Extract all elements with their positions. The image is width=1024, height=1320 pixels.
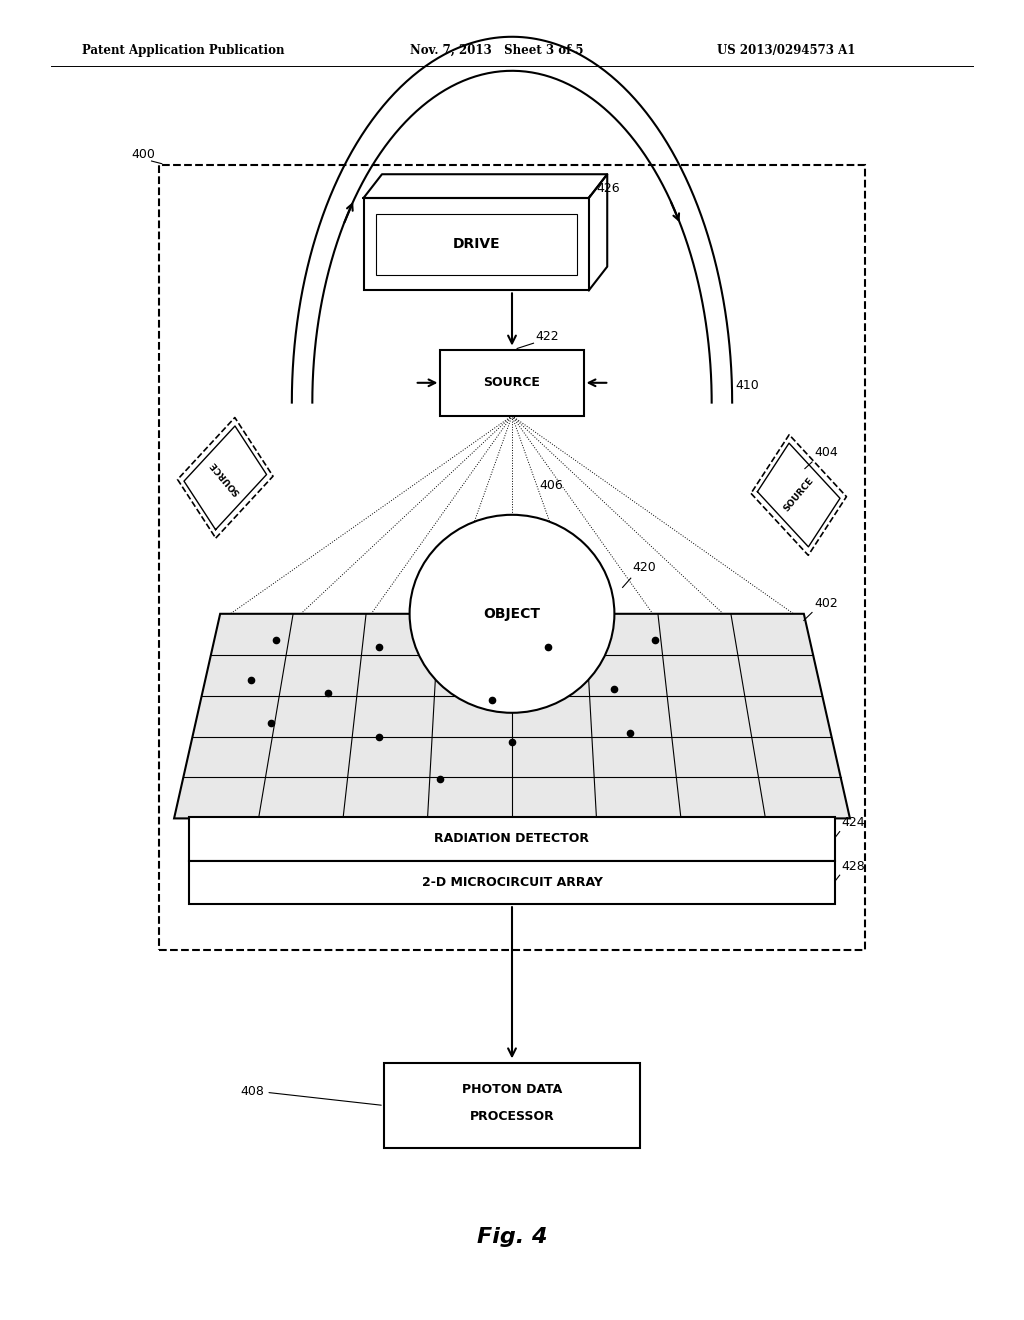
- Text: OBJECT: OBJECT: [483, 607, 541, 620]
- Text: PHOTON DATA: PHOTON DATA: [462, 1084, 562, 1096]
- Text: SOURCE: SOURCE: [782, 477, 815, 513]
- Bar: [440, 350, 584, 416]
- Text: 410: 410: [735, 379, 759, 392]
- Text: 408: 408: [241, 1085, 264, 1098]
- Text: Fig. 4: Fig. 4: [477, 1228, 547, 1247]
- Text: 424: 424: [842, 816, 865, 829]
- Text: 402: 402: [814, 597, 838, 610]
- Text: 2-D MICROCIRCUIT ARRAY: 2-D MICROCIRCUIT ARRAY: [422, 876, 602, 888]
- Bar: [364, 198, 589, 290]
- Text: 400: 400: [131, 148, 155, 161]
- Text: Nov. 7, 2013   Sheet 3 of 5: Nov. 7, 2013 Sheet 3 of 5: [410, 44, 583, 57]
- Bar: [189, 861, 835, 904]
- Text: 420: 420: [633, 561, 656, 574]
- Text: Patent Application Publication: Patent Application Publication: [82, 44, 285, 57]
- Text: 406: 406: [540, 479, 563, 492]
- Text: PROCESSOR: PROCESSOR: [470, 1110, 554, 1122]
- Bar: [159, 165, 865, 950]
- Ellipse shape: [410, 515, 614, 713]
- Polygon shape: [174, 614, 850, 818]
- Text: 428: 428: [842, 859, 865, 873]
- Text: 422: 422: [536, 330, 559, 343]
- Bar: [384, 1063, 640, 1148]
- Text: 404: 404: [814, 446, 838, 459]
- Text: RADIATION DETECTOR: RADIATION DETECTOR: [434, 833, 590, 845]
- Text: SOURCE: SOURCE: [483, 376, 541, 389]
- Bar: [376, 214, 577, 275]
- Text: US 2013/0294573 A1: US 2013/0294573 A1: [717, 44, 855, 57]
- Text: SOURCE: SOURCE: [209, 459, 242, 496]
- Text: DRIVE: DRIVE: [453, 238, 500, 251]
- Text: 426: 426: [596, 182, 620, 195]
- Bar: [189, 817, 835, 861]
